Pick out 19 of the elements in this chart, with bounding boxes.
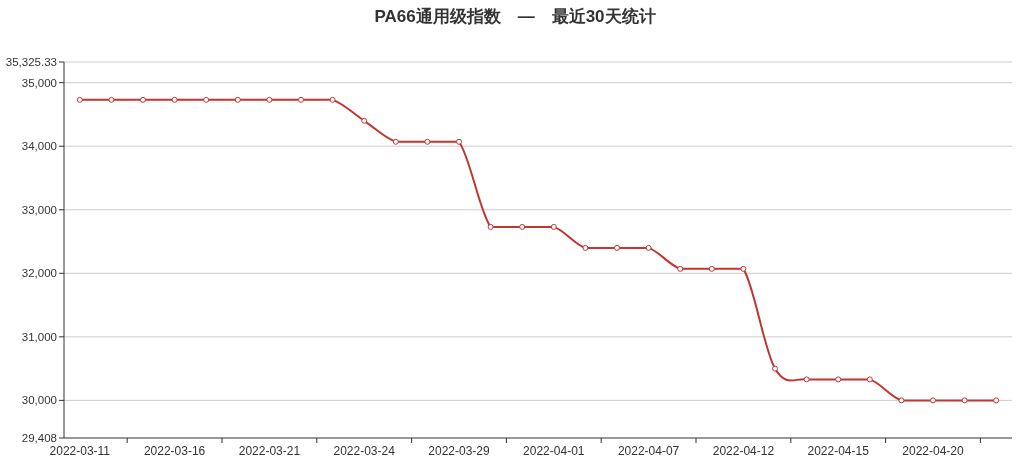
y-tick-label: 34,000 [21,140,57,153]
y-tick-label: 32,000 [21,267,57,280]
x-tick-label: 2022-04-20 [902,444,965,458]
x-tick-label: 2022-03-24 [333,444,396,458]
x-tick-label: 2022-04-01 [523,444,585,458]
x-tick-label: 2022-03-21 [238,444,301,458]
chart-title: PA66通用级指数 — 最近30天统计 [374,7,656,26]
y-tick-label: 31,000 [21,330,57,343]
x-tick-label: 2022-03-16 [143,444,206,458]
y-tick-label: 29,408 [21,432,57,444]
y-tick-label: 30,000 [21,394,57,407]
x-tick-label: 2022-04-07 [617,444,680,458]
y-tick-label: 33,000 [21,203,57,216]
x-tick-label: 2022-03-11 [49,444,111,458]
x-tick-label: 2022-04-15 [807,444,870,458]
y-tick-label: 35,000 [21,76,57,89]
x-tick-label: 2022-04-12 [712,444,775,458]
y-tick-label: 35,325.33 [5,56,57,68]
x-tick-label: 2022-03-29 [428,444,491,458]
